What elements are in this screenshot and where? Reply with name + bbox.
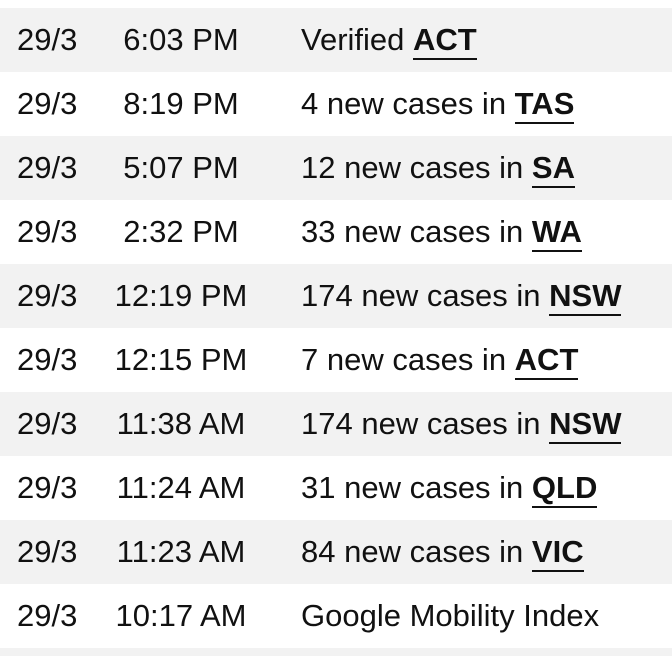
row-date: 29/3 — [17, 214, 78, 249]
update-row: 29/3 12:15 PM 7 new cases in ACT — [0, 328, 672, 392]
row-description: Verified ACT — [301, 8, 477, 72]
update-row: 29/3 2:32 PM 33 new cases in WA — [0, 200, 672, 264]
row-description: 174 new cases in NSW — [301, 264, 622, 328]
row-description: 12 new cases in SA — [301, 136, 575, 200]
row-text: 33 new cases in — [301, 214, 532, 249]
row-time: 10:17 AM — [115, 598, 247, 633]
row-text: 174 new cases in — [301, 278, 550, 313]
row-date: 29/3 — [17, 22, 78, 57]
row-date: 29/3 — [17, 278, 78, 313]
state-link[interactable]: ACT — [514, 342, 579, 380]
row-time: 11:24 AM — [116, 470, 246, 505]
row-description: 174 new cases in NSW — [301, 392, 622, 456]
row-description: 31 new cases in QLD — [301, 456, 598, 520]
row-time: 2:32 PM — [123, 214, 239, 249]
update-row: 29/3 11:24 AM 31 new cases in QLD — [0, 456, 672, 520]
row-description: Google Mobility Index — [301, 584, 599, 648]
row-description: 33 new cases in WA — [301, 200, 582, 264]
row-time: 6:03 PM — [123, 22, 239, 57]
row-date: 29/3 — [17, 470, 78, 505]
row-date: 29/3 — [17, 534, 78, 569]
update-row: 29/3 6:03 PM Verified ACT — [0, 8, 672, 72]
row-text: Verified — [301, 22, 414, 57]
state-link[interactable]: WA — [531, 214, 582, 252]
row-text: Google Mobility Index — [301, 598, 600, 633]
update-row: 29/3 12:19 PM 174 new cases in NSW — [0, 264, 672, 328]
row-text: 31 new cases in — [301, 470, 532, 505]
row-description: 7 new cases in ACT — [301, 328, 579, 392]
row-date: 29/3 — [17, 342, 78, 377]
row-date: 29/3 — [17, 598, 78, 633]
state-link[interactable]: VIC — [531, 534, 584, 572]
row-description: 4 new cases in TAS — [301, 72, 575, 136]
state-link[interactable]: QLD — [531, 470, 598, 508]
row-time: 5:07 PM — [123, 150, 239, 185]
state-link[interactable]: NSW — [549, 278, 622, 316]
row-text: 7 new cases in — [301, 342, 515, 377]
state-link[interactable]: TAS — [514, 86, 575, 124]
row-date: 29/3 — [17, 150, 78, 185]
row-time: 12:19 PM — [114, 278, 248, 313]
update-row: 29/3 11:38 AM 174 new cases in NSW — [0, 392, 672, 456]
row-description: 84 new cases in VIC — [301, 520, 584, 584]
state-link[interactable]: ACT — [413, 22, 477, 60]
update-row[interactable]: 29/3 10:17 AM Google Mobility Index — [0, 584, 672, 648]
row-time: 12:15 PM — [114, 342, 248, 377]
update-row: 29/3 11:23 AM 84 new cases in VIC — [0, 520, 672, 584]
row-text: 4 new cases in — [301, 86, 515, 121]
row-time: 11:38 AM — [116, 406, 246, 441]
row-date: 29/3 — [17, 406, 78, 441]
state-link[interactable]: NSW — [549, 406, 622, 444]
update-row: 29/3 5:07 PM 12 new cases in SA — [0, 136, 672, 200]
row-text: 174 new cases in — [301, 406, 550, 441]
row-time: 8:19 PM — [123, 86, 239, 121]
row-time: 11:23 AM — [116, 534, 246, 569]
update-row: 29/3 8:19 PM 4 new cases in TAS — [0, 72, 672, 136]
next-row-edge — [0, 648, 672, 656]
row-text: 84 new cases in — [301, 534, 532, 569]
row-date: 29/3 — [17, 86, 78, 121]
row-text: 12 new cases in — [301, 150, 532, 185]
state-link[interactable]: SA — [531, 150, 575, 188]
